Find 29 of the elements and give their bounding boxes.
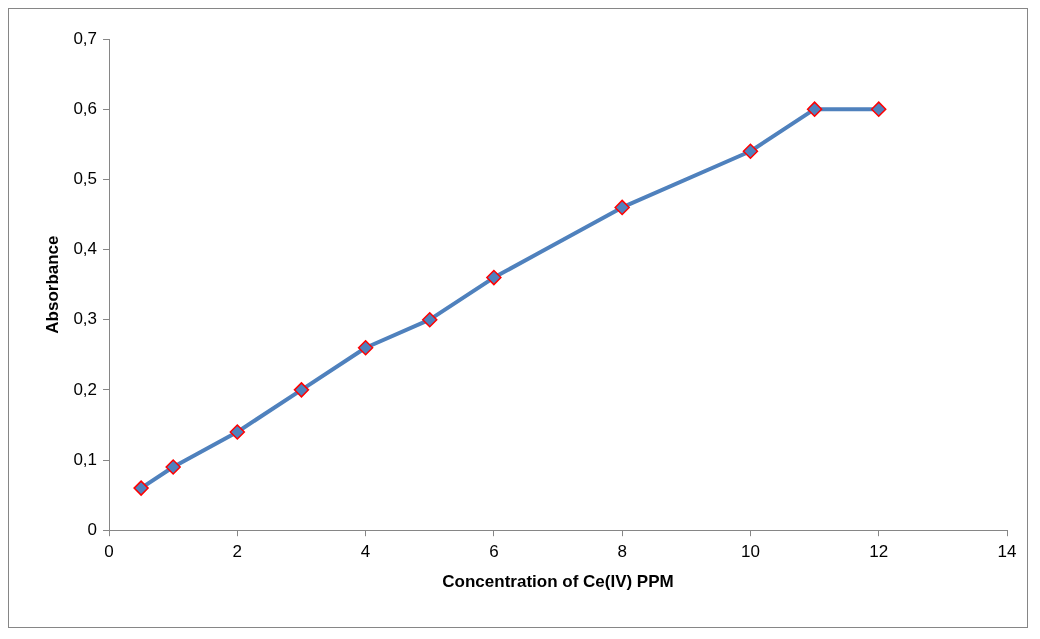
x-tick-label: 4 [360,542,371,562]
point [486,269,502,286]
point [742,143,759,160]
x-axis-title: Concentration of Ce(IV) PPM [442,572,674,592]
point [357,340,374,356]
y-tick-label: 0,7 [73,28,98,48]
x-tick-label: 12 [869,542,889,562]
point [165,459,181,475]
y-tick-label: 0,4 [73,239,98,259]
x-tick-label: 10 [740,542,760,562]
y-tick-label: 0,6 [73,98,98,118]
y-tick-label: 0,2 [73,379,98,399]
x-tick-label: 14 [997,542,1017,562]
point [133,480,149,496]
point [614,199,630,216]
point [293,382,310,398]
x-tick-label: 6 [489,542,499,562]
y-tick-label: 0,3 [73,309,98,329]
y-tick-label: 0,1 [73,449,98,469]
x-tick-label: 2 [232,542,243,562]
y-tick-label: 0,5 [73,169,98,189]
y-axis-title: Absorbance [42,235,62,334]
point [806,101,823,117]
y-tick-label: 0 [87,519,98,539]
x-tick-label: 0 [104,542,114,562]
point [870,101,887,117]
x-tick-label: 8 [617,542,627,562]
point [421,311,438,328]
point [229,424,246,440]
